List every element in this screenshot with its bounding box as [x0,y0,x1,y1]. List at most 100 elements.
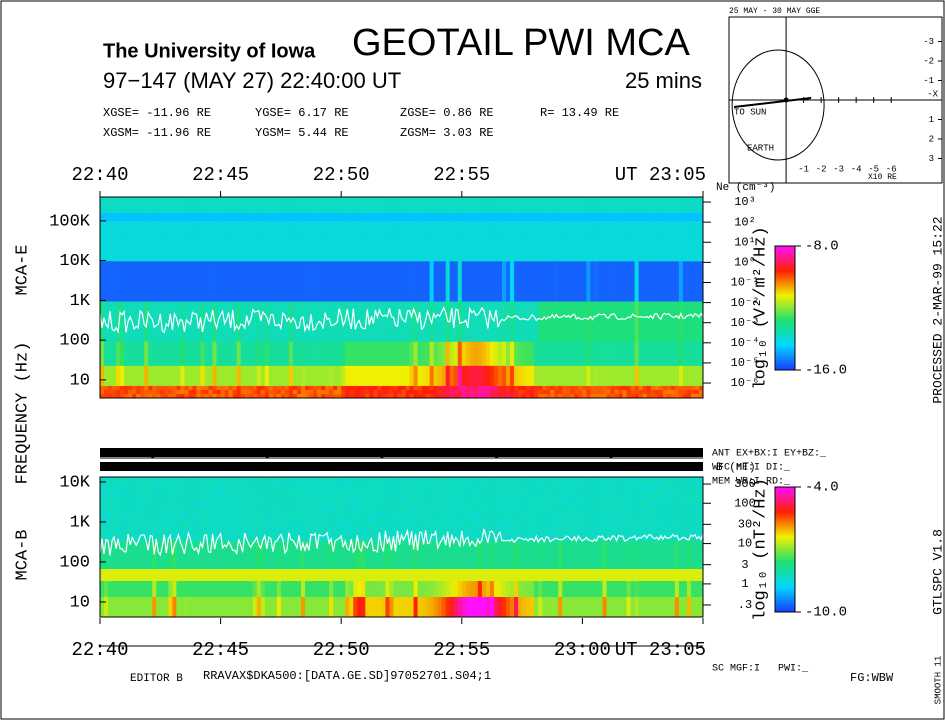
spectrogram-cell [128,253,133,258]
spectrogram-cell [473,241,479,246]
spectrogram-cell [409,289,414,294]
spectrogram-cell [469,285,475,290]
spectrogram-cell [112,317,117,323]
spectrogram-cell [325,249,330,254]
spectrogram-cell [417,221,422,226]
spectrogram-cell [208,329,213,335]
spectrogram-cell [156,325,161,331]
spectrogram-cell [333,289,338,294]
spectrogram-cell [313,277,318,282]
spectrogram-cell [160,329,165,335]
spectrogram-cell [200,225,205,230]
spectrogram-cell [321,369,326,375]
spectrogram-cell [405,269,410,274]
spectrogram-cell [441,269,447,274]
spectrogram-cell [164,253,169,258]
spectrogram-cell [449,325,455,331]
spectrogram-cell [100,237,105,242]
spectrogram-cell [377,325,382,331]
spectrogram-cell [317,225,322,230]
spectrogram-cell [309,197,314,202]
spectrogram-cell [196,389,201,395]
spectrogram-cell [401,273,406,278]
spectrogram-cell [437,221,443,226]
position: R= 13.49 RE [540,106,619,120]
spectrogram-cell [349,381,354,387]
spectrogram-cell [477,197,483,202]
spectrogram-cell [256,253,262,258]
spectrogram-cell [401,221,406,226]
spectrogram-cell [272,253,278,258]
spectrogram-cell [208,301,213,306]
spectrogram-cell [469,349,475,355]
spectrogram-cell [485,373,491,379]
spectrogram-cell [313,305,318,310]
spectrogram-cell [337,285,342,290]
spectrogram-cell [104,329,109,335]
spectrogram-cell [353,293,358,298]
spectrogram-cell [176,261,181,266]
spectrogram-cell [288,285,294,290]
spectrogram-cell [104,265,109,270]
spectrogram-cell [401,237,406,242]
spectrogram-cell [200,257,205,262]
spectrogram-cell [256,377,262,383]
spectrogram-cell [212,381,217,387]
spectrogram-cell [188,197,193,202]
spectrogram-cell [437,357,443,363]
spectrogram-cell [280,353,286,359]
spectrogram-cell [301,285,306,290]
spectrogram-cell [393,329,398,335]
spectrogram-cell [164,277,169,282]
spectrogram-cell [349,345,354,351]
spectrogram-cell [208,213,213,218]
spectrogram-cell [212,257,217,262]
spectrogram-cell [397,285,402,290]
spectrogram-cell [216,293,221,298]
spectrogram-cell [160,221,165,226]
spectrogram-cell [477,365,483,371]
spectrogram-cell [373,221,378,226]
spectrogram-cell [112,329,117,335]
spectrogram-cell [309,221,314,226]
spectrogram-cell [180,381,185,387]
spectrogram-cell [301,313,306,318]
spectrogram-cell [180,389,185,395]
spectrogram-cell [369,197,374,202]
spectrogram-cell [228,305,234,310]
spectrogram-cell [453,345,459,351]
spectrogram-cell [284,281,290,286]
spectrogram-cell [164,333,169,339]
spectrogram-cell [204,361,209,367]
spectrogram-cell [224,261,230,266]
spectrogram-cell [317,389,322,395]
spectrogram-cell [124,309,129,314]
spectrogram-cell [489,257,495,262]
spectrogram-cell [204,341,209,347]
spectrogram-cell [397,301,402,306]
spectrogram-cell [276,261,282,266]
spectrogram-cell [473,265,479,270]
spectrogram-cell [433,253,439,258]
spectrogram-cell [220,377,226,383]
spectrogram-cell [168,209,173,214]
spectrogram-cell [236,281,242,286]
spectrogram-cell [325,349,330,355]
spectrogram-cell [389,381,394,387]
spectrogram-cell [337,301,342,306]
spectrogram-cell [256,241,262,246]
spectrogram-cell [377,353,382,359]
spectrogram-cell [208,321,213,327]
spectrogram-cell [401,365,406,371]
spectrogram-cell [276,345,282,351]
spectrogram-cell [473,365,479,371]
spectrogram-cell [341,361,346,367]
spectrogram-cell [160,313,165,318]
spectrogram-cell [156,357,161,363]
spectrogram-cell [409,297,414,302]
spectrogram-cell [377,333,382,339]
spectrogram-cell [192,309,197,314]
spectrogram-cell [389,353,394,359]
spectrogram-cell [212,369,217,375]
